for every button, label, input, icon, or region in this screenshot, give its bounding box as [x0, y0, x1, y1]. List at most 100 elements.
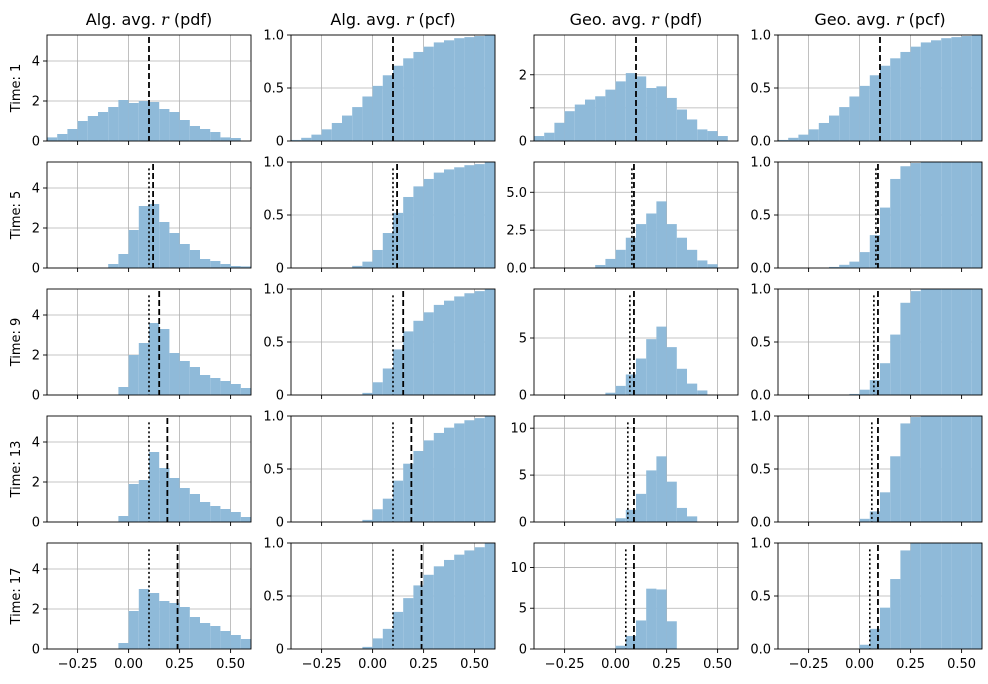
y-tick-label: 0.5: [750, 463, 771, 478]
row-labels: Time: 1 Time: 5 Time: 9 Time: 13 Time: 17: [9, 64, 24, 626]
y-tick-label: 10: [510, 561, 527, 576]
histogram-bar: [880, 207, 891, 268]
histogram-bar: [189, 494, 200, 522]
histogram-bar: [159, 468, 170, 522]
histogram-bar: [788, 137, 799, 141]
histogram-bar: [128, 484, 139, 522]
x-tick-label: 0.00: [601, 657, 630, 672]
x-tick-label: −0.25: [545, 657, 585, 672]
histogram-panel: −0.25 0.00 0.25 0.50 0 2 4: [32, 542, 252, 672]
histogram-bar: [931, 416, 942, 522]
histogram-bar: [311, 134, 322, 141]
axes-frame: [46, 161, 252, 269]
y-tick-label: 5: [519, 469, 527, 484]
y-tick-label: 5: [519, 602, 527, 617]
histogram-bar: [961, 543, 972, 649]
histogram-bar: [636, 493, 647, 522]
histogram-bar: [880, 607, 891, 649]
histogram-bar: [240, 517, 251, 522]
histogram-bar: [230, 138, 241, 141]
bars: [108, 204, 251, 268]
histogram-bar: [961, 162, 972, 268]
bars: [47, 100, 241, 141]
y-tick-label: 2: [32, 95, 40, 110]
histogram-bar: [210, 261, 221, 268]
y-tick-label: 0.0: [750, 643, 771, 658]
x-tick-label: −0.25: [789, 657, 829, 672]
histogram-bar: [605, 392, 616, 395]
histogram-bar: [971, 289, 982, 395]
histogram-bar: [393, 611, 404, 649]
histogram-bar: [179, 120, 190, 141]
y-tick-label: 0: [519, 516, 527, 531]
axes-frame: [533, 161, 739, 269]
histogram-bar: [77, 121, 88, 141]
x-tick-label: 0.25: [896, 657, 925, 672]
histogram-bar: [920, 416, 931, 522]
histogram-bar: [859, 518, 870, 522]
histogram-bar: [118, 100, 129, 141]
histogram-bar: [159, 601, 170, 649]
histogram-bar: [910, 543, 921, 649]
bars: [352, 162, 495, 268]
histogram-bar: [890, 579, 901, 649]
y-tick-label: 0: [276, 262, 284, 277]
histogram-panel: 0.0 2.5 5.0: [506, 161, 739, 277]
histogram-bar: [372, 85, 383, 141]
row-label: Time: 17: [9, 568, 24, 626]
histogram-bar: [951, 543, 962, 649]
histogram-bar: [230, 266, 241, 268]
histogram-bar: [423, 312, 434, 395]
histogram-bar: [707, 131, 718, 141]
histogram-bar: [403, 463, 414, 522]
histogram-bar: [636, 224, 647, 268]
histogram-bar: [200, 259, 211, 268]
histogram-bar: [230, 384, 241, 395]
histogram-bar: [574, 104, 585, 141]
histogram-bar: [880, 65, 891, 141]
histogram-bar: [920, 543, 931, 649]
y-tick-label: 2: [32, 603, 40, 618]
row-label: Time: 13: [9, 441, 24, 499]
bars: [778, 35, 982, 141]
histogram-bar: [230, 635, 241, 649]
y-tick-label: 4: [32, 55, 40, 70]
x-tick-label: −0.25: [58, 657, 98, 672]
histogram-bar: [220, 509, 231, 522]
histogram-bar: [666, 621, 677, 649]
histogram-bar: [900, 302, 911, 395]
histogram-bar: [189, 126, 200, 141]
histogram-bar: [554, 122, 565, 141]
histogram-bar: [382, 75, 393, 141]
histogram-bar: [444, 169, 455, 268]
histogram-bar: [382, 628, 393, 649]
y-tick-label: 0: [32, 135, 40, 150]
histogram-bar: [869, 511, 880, 522]
histogram-bar: [352, 107, 363, 141]
histogram-bar: [372, 382, 383, 395]
histogram-bar: [687, 249, 698, 268]
histogram-bar: [849, 96, 860, 141]
histogram-bar: [189, 250, 200, 268]
histogram-bar: [951, 37, 962, 141]
y-tick-label: 0: [32, 516, 40, 531]
histogram-bar: [169, 233, 180, 268]
histogram-bar: [625, 635, 636, 649]
histogram-panel: 02: [519, 34, 739, 150]
histogram-bar: [544, 132, 555, 141]
histogram-bar: [951, 416, 962, 522]
histogram-bar: [625, 374, 636, 395]
histogram-bar: [818, 122, 829, 141]
histogram-bar: [859, 252, 870, 268]
histogram-bar: [656, 86, 667, 141]
histogram-bar: [342, 115, 353, 141]
histogram-bar: [210, 378, 221, 395]
column-title: Geo. avg. r (pdf): [570, 10, 703, 29]
histogram-bar: [656, 589, 667, 649]
histogram-bar: [423, 574, 434, 649]
histogram-bar: [646, 88, 657, 141]
histogram-bar: [890, 456, 901, 522]
y-tick-label: 0.5: [263, 209, 284, 224]
histogram-bar: [859, 85, 870, 141]
histogram-bar: [869, 628, 880, 649]
